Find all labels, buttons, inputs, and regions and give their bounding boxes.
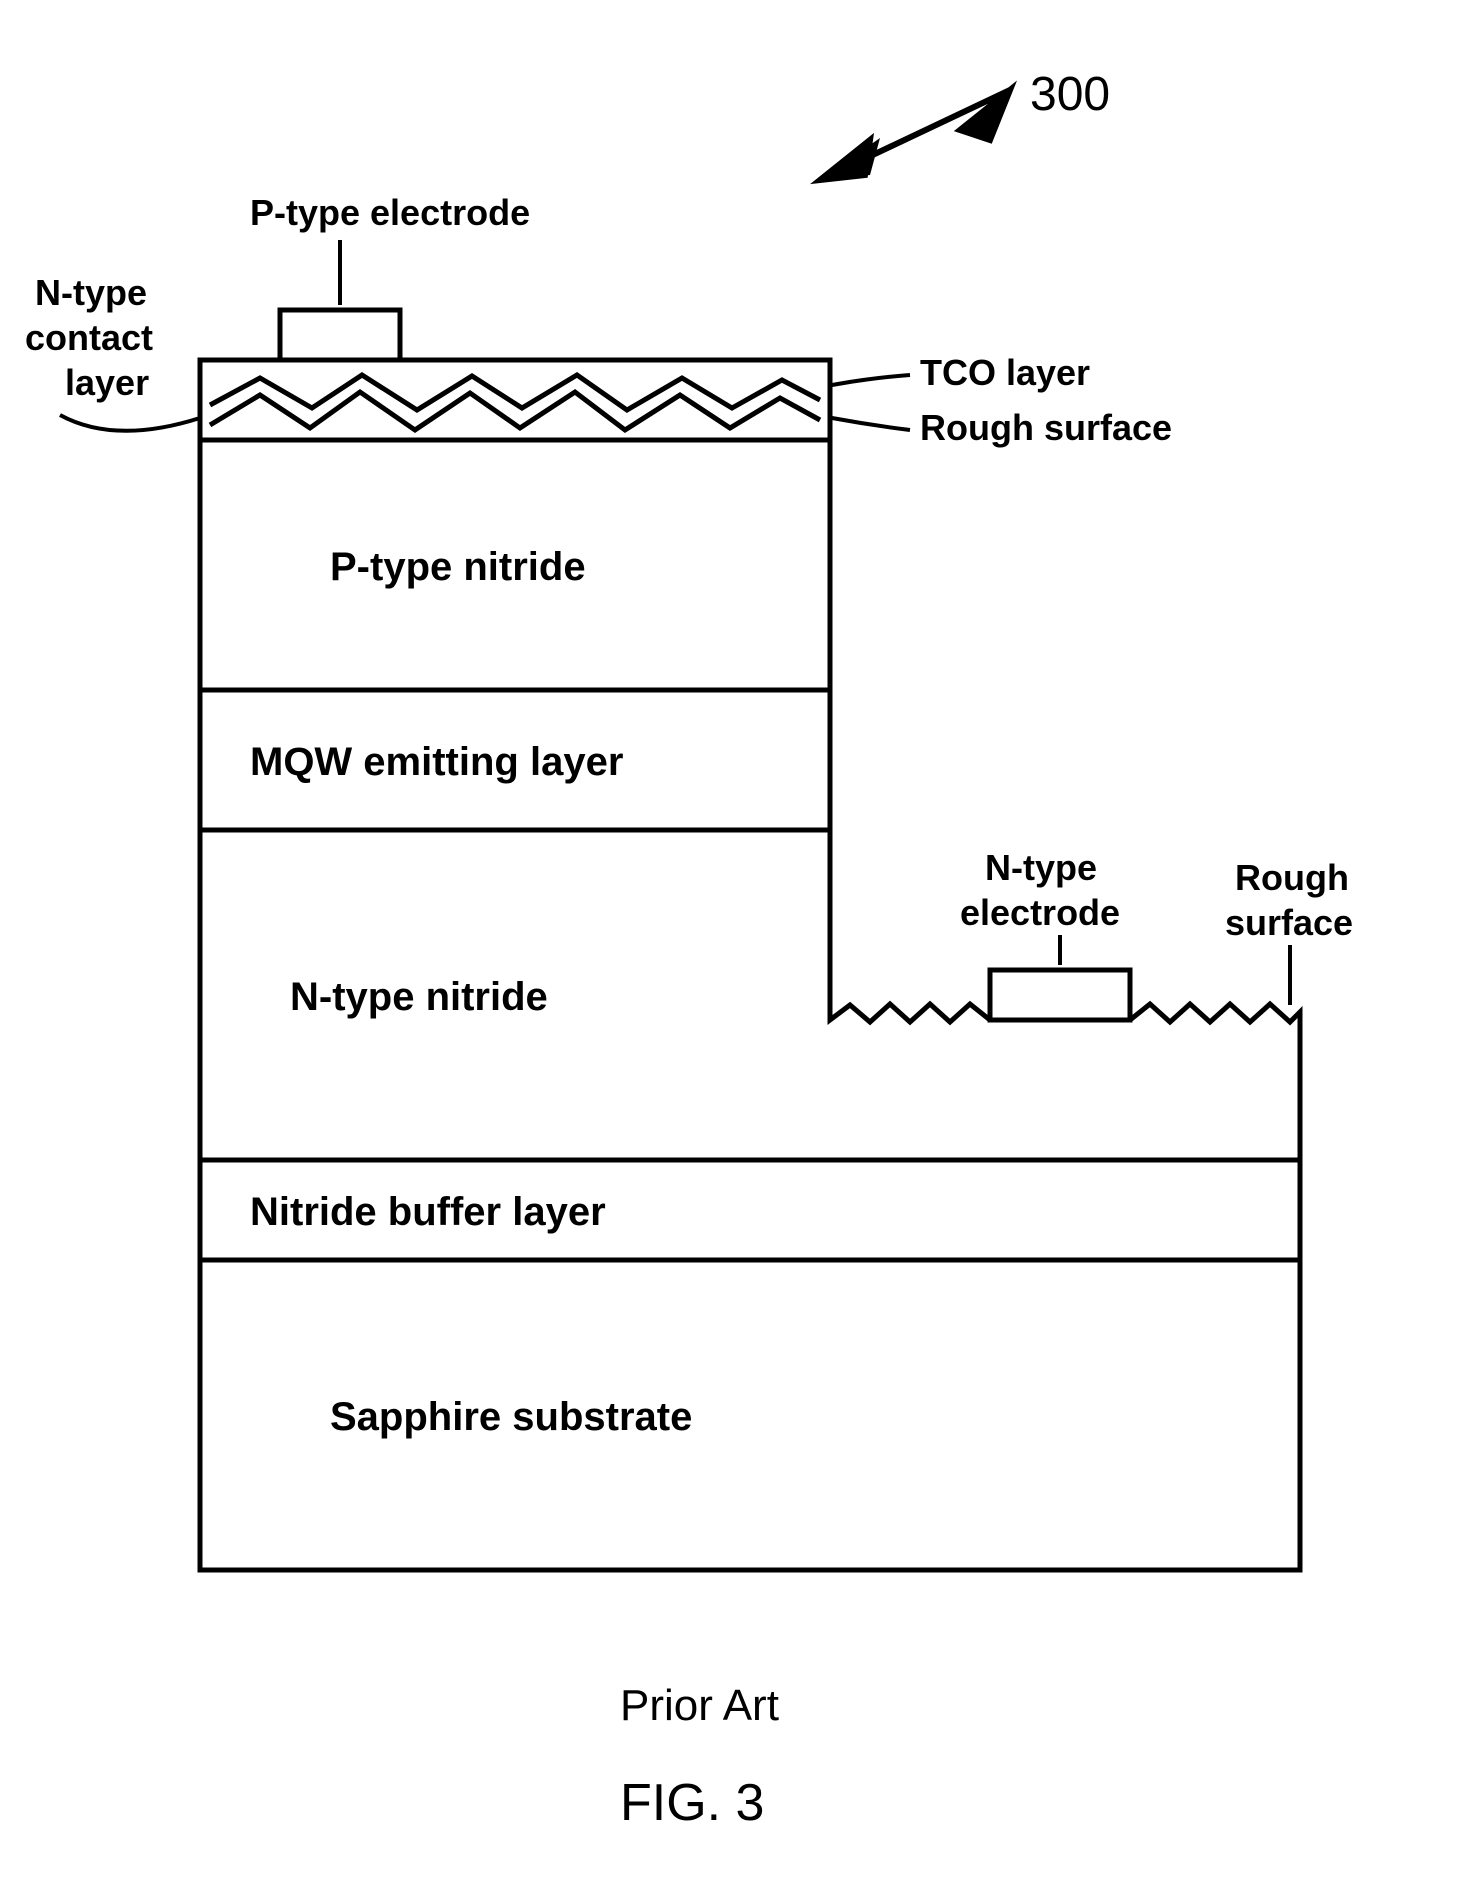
callout-rough-r2: surface [1225,902,1353,943]
caption-fig: FIG. 3 [620,1774,764,1832]
p-type-electrode [280,310,400,360]
callout-nelec-2: electrode [960,892,1120,933]
leader-rough-top [832,418,910,430]
ref-number: 300 [1030,68,1110,121]
callout-tco: TCO layer [920,352,1090,393]
callout-nelec-1: N-type [985,847,1097,888]
caption-prior-art: Prior Art [620,1681,779,1730]
callout-ncontact-1: N-type [35,272,147,313]
figure-page: 300 Sapphire substrate Nitride buffer la… [0,0,1477,1884]
label-mqw: MQW emitting layer [250,740,623,784]
callout-rough-r1: Rough [1235,857,1349,898]
callout-ncontact-3: layer [65,362,149,403]
label-p-nitride: P-type nitride [330,545,586,589]
leader-ncontact [60,415,200,431]
callout-ncontact-2: contact [25,317,153,358]
callout-p-electrode: P-type electrode [250,192,530,233]
label-buffer: Nitride buffer layer [250,1190,606,1234]
label-sapphire: Sapphire substrate [330,1395,692,1439]
label-n-nitride: N-type nitride [290,975,548,1019]
n-type-electrode [990,970,1130,1020]
leader-tco [832,375,910,385]
diagram-svg: 300 Sapphire substrate Nitride buffer la… [0,0,1477,1884]
callout-rough-top: Rough surface [920,407,1172,448]
ref-arrow [820,90,1010,180]
